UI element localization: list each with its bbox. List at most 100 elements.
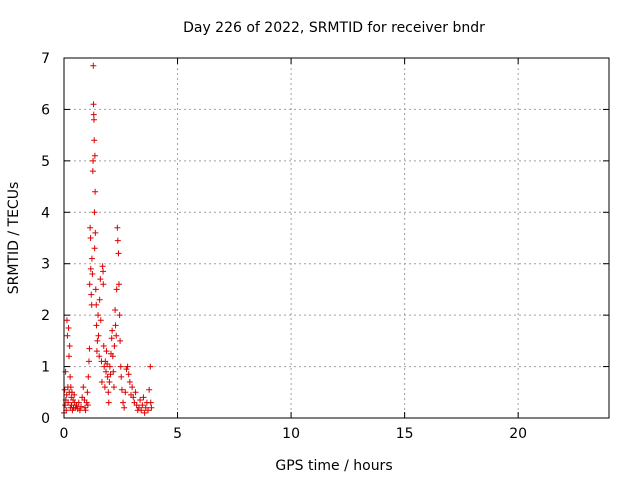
data-point bbox=[132, 389, 139, 396]
data-point bbox=[121, 404, 128, 411]
data-point bbox=[148, 404, 155, 411]
data-point bbox=[141, 409, 148, 416]
data-point bbox=[84, 389, 91, 396]
data-point bbox=[65, 353, 72, 360]
data-point bbox=[91, 245, 98, 252]
data-point bbox=[84, 402, 91, 409]
data-point bbox=[66, 343, 73, 349]
data-point bbox=[117, 363, 124, 370]
data-point bbox=[106, 379, 113, 385]
data-point bbox=[62, 402, 69, 409]
data-point bbox=[94, 337, 101, 344]
data-point bbox=[118, 386, 125, 393]
data-point bbox=[103, 368, 110, 375]
data-point bbox=[87, 224, 94, 231]
data-point bbox=[120, 399, 127, 406]
y-tick-label: 2 bbox=[41, 308, 50, 324]
data-point bbox=[111, 343, 118, 349]
data-point bbox=[99, 263, 106, 270]
data-point bbox=[112, 322, 119, 329]
data-point bbox=[87, 235, 94, 241]
x-tick-label: 20 bbox=[509, 426, 527, 442]
data-point bbox=[116, 312, 123, 319]
data-point bbox=[100, 343, 107, 349]
data-point bbox=[100, 268, 107, 275]
y-tick-label: 7 bbox=[41, 51, 50, 67]
data-point bbox=[87, 265, 94, 272]
data-point bbox=[97, 317, 104, 324]
data-point bbox=[85, 358, 92, 365]
data-point bbox=[104, 361, 111, 367]
data-point bbox=[85, 373, 92, 380]
data-point bbox=[122, 389, 129, 396]
data-point bbox=[92, 286, 99, 293]
data-point bbox=[93, 322, 100, 329]
data-point bbox=[65, 325, 72, 331]
data-point bbox=[67, 384, 74, 391]
y-tick-label: 1 bbox=[41, 360, 50, 376]
x-tick-label: 15 bbox=[396, 426, 414, 442]
data-point bbox=[89, 271, 96, 277]
data-point bbox=[90, 62, 97, 69]
data-point bbox=[113, 286, 120, 293]
y-tick-label: 4 bbox=[41, 205, 50, 221]
data-point bbox=[89, 168, 96, 175]
data-point bbox=[114, 224, 121, 231]
y-tick-label: 6 bbox=[41, 102, 50, 118]
data-point bbox=[123, 366, 130, 373]
data-point bbox=[86, 281, 93, 288]
data-point bbox=[90, 157, 97, 164]
data-point bbox=[129, 384, 136, 391]
plot-area-frame bbox=[63, 57, 610, 419]
data-point bbox=[105, 389, 112, 396]
x-tick-label: 0 bbox=[60, 426, 69, 442]
data-point bbox=[106, 363, 113, 370]
data-point bbox=[75, 399, 82, 406]
y-tick-label: 5 bbox=[41, 154, 50, 170]
y-tick-label: 3 bbox=[41, 257, 50, 273]
data-point bbox=[91, 209, 98, 216]
data-point bbox=[125, 371, 132, 378]
data-point bbox=[137, 397, 144, 403]
x-axis-label: GPS time / hours bbox=[275, 458, 392, 474]
data-point bbox=[86, 345, 93, 352]
data-point bbox=[101, 363, 108, 370]
data-point bbox=[130, 394, 137, 401]
data-point bbox=[138, 407, 145, 414]
data-point bbox=[92, 188, 99, 195]
data-point bbox=[90, 111, 97, 118]
data-point bbox=[63, 317, 70, 324]
data-point bbox=[107, 371, 114, 378]
data-point bbox=[95, 332, 102, 339]
data-point bbox=[93, 301, 100, 308]
data-point bbox=[145, 407, 152, 414]
data-point bbox=[71, 391, 78, 398]
data-point bbox=[124, 363, 131, 370]
data-point bbox=[100, 281, 107, 288]
chart-title: Day 226 of 2022, SRMTID for receiver bnd… bbox=[183, 20, 485, 36]
data-point bbox=[88, 291, 95, 298]
data-point bbox=[147, 363, 154, 370]
data-point bbox=[96, 296, 103, 303]
data-point bbox=[92, 229, 99, 236]
data-point bbox=[109, 353, 116, 360]
data-point bbox=[112, 307, 119, 313]
data-point bbox=[126, 379, 133, 385]
data-point bbox=[104, 373, 111, 380]
data-point bbox=[91, 137, 98, 144]
x-tick-label: 10 bbox=[282, 426, 300, 442]
data-point bbox=[90, 116, 97, 123]
data-point bbox=[62, 368, 69, 375]
data-point bbox=[95, 312, 102, 319]
data-point bbox=[117, 337, 124, 344]
data-point bbox=[78, 403, 85, 410]
data-point bbox=[140, 394, 147, 401]
data-point bbox=[114, 237, 121, 244]
data-point bbox=[90, 101, 97, 108]
data-point bbox=[110, 368, 117, 375]
data-point bbox=[64, 332, 71, 339]
data-point bbox=[139, 402, 146, 409]
data-point bbox=[147, 399, 154, 406]
data-point bbox=[82, 407, 89, 414]
